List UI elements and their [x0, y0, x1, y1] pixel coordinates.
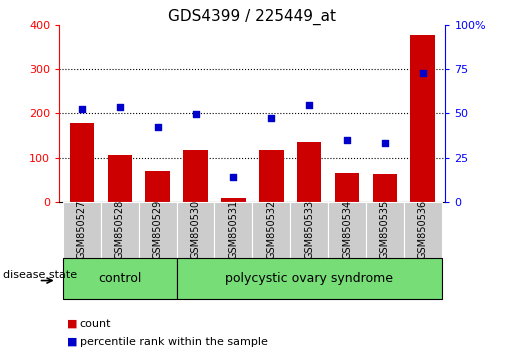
Bar	[297, 142, 321, 202]
Bar	[328, 202, 366, 258]
Point	[419, 71, 427, 76]
Text: GSM850530: GSM850530	[191, 199, 200, 258]
Bar	[108, 155, 132, 202]
Text: GSM850533: GSM850533	[304, 199, 314, 258]
Title: GDS4399 / 225449_at: GDS4399 / 225449_at	[168, 8, 336, 25]
Point	[153, 125, 162, 130]
Point	[267, 115, 276, 120]
Bar	[177, 202, 214, 258]
Bar	[366, 202, 404, 258]
Text: count: count	[80, 319, 111, 329]
Bar	[252, 202, 290, 258]
Text: GSM850536: GSM850536	[418, 199, 428, 258]
Bar	[63, 202, 101, 258]
Text: GSM850527: GSM850527	[77, 199, 87, 259]
Text: GSM850532: GSM850532	[266, 199, 276, 258]
Text: polycystic ovary syndrome: polycystic ovary syndrome	[225, 272, 393, 285]
Point	[116, 104, 124, 109]
Text: GSM850529: GSM850529	[152, 199, 163, 258]
Point	[192, 111, 200, 117]
Bar	[372, 175, 397, 202]
Bar	[404, 202, 442, 258]
Text: control: control	[98, 272, 142, 285]
Bar	[410, 34, 435, 202]
Text: GSM850528: GSM850528	[115, 199, 125, 258]
Bar	[290, 202, 328, 258]
Bar	[214, 202, 252, 258]
Bar	[177, 258, 442, 299]
Bar	[63, 258, 177, 299]
Text: GSM850531: GSM850531	[229, 199, 238, 258]
Bar	[183, 149, 208, 202]
Bar	[221, 198, 246, 202]
Point	[381, 140, 389, 146]
Text: ■: ■	[67, 319, 77, 329]
Text: percentile rank within the sample: percentile rank within the sample	[80, 337, 268, 347]
Text: GSM850535: GSM850535	[380, 199, 390, 258]
Bar	[335, 173, 359, 202]
Bar	[145, 171, 170, 202]
Bar	[259, 149, 284, 202]
Bar	[139, 202, 177, 258]
FancyArrowPatch shape	[41, 278, 52, 283]
Text: ■: ■	[67, 337, 77, 347]
Point	[305, 103, 313, 108]
Text: disease state: disease state	[3, 270, 77, 280]
Bar	[101, 202, 139, 258]
Point	[229, 175, 237, 180]
Text: GSM850534: GSM850534	[342, 199, 352, 258]
Bar	[70, 123, 94, 202]
Point	[78, 106, 86, 112]
Point	[343, 137, 351, 143]
